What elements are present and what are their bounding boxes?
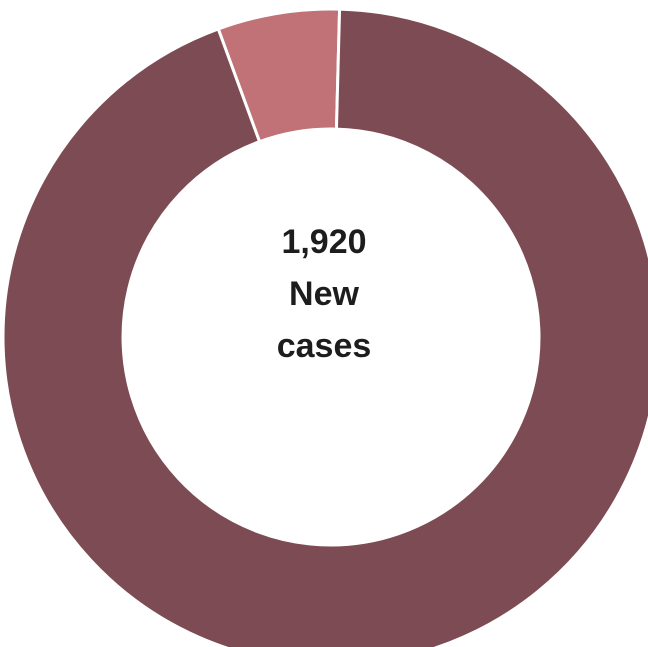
center-label: 1,920 New cases xyxy=(224,216,424,372)
donut-slices xyxy=(1,7,648,647)
center-label-line-1: New xyxy=(289,275,359,313)
center-label-line-2: cases xyxy=(276,327,372,365)
center-value: 1,920 xyxy=(281,223,367,261)
donut-slice-main xyxy=(1,7,648,647)
